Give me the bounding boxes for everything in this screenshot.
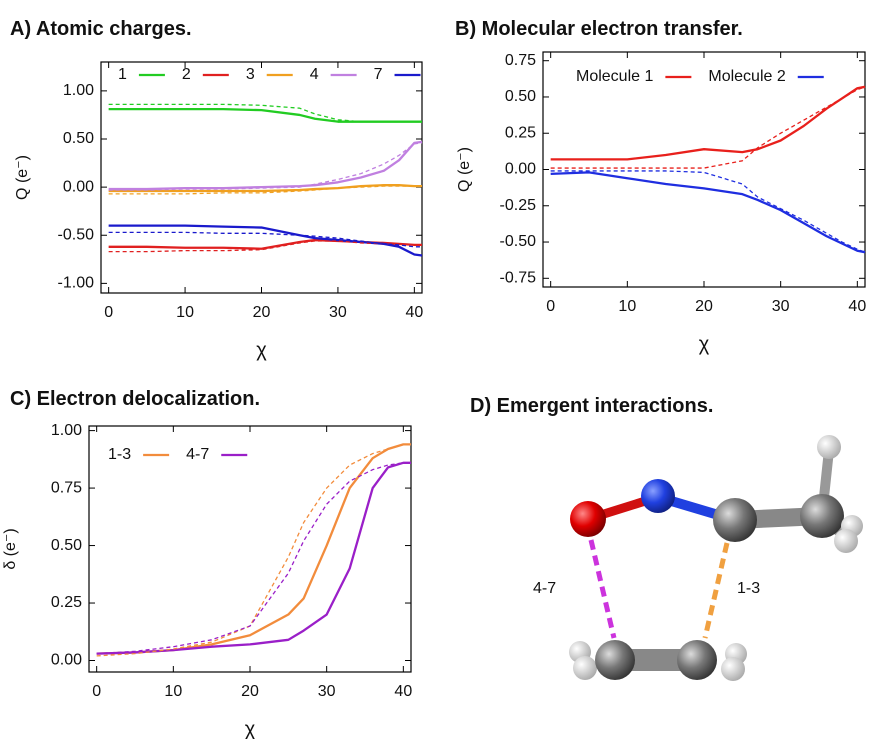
x-tick-label: 30	[772, 298, 790, 315]
x-tick-label: 10	[176, 304, 194, 321]
atom-h	[834, 529, 858, 553]
reference-line	[109, 232, 422, 246]
atom-n	[641, 479, 675, 513]
atom-o	[570, 501, 606, 537]
legend-label: 7	[374, 66, 383, 83]
legend-label: 3	[246, 66, 255, 83]
x-tick-label: 0	[92, 683, 101, 700]
x-tick-label: 20	[253, 304, 271, 321]
interaction-line	[705, 543, 727, 638]
chart-panel: A) Atomic charges. 1.00 0.50 0.00 -0.50 -1.00…	[10, 18, 423, 361]
reference-line	[551, 87, 865, 168]
panel-title: B) Molecular electron transfer.	[455, 18, 743, 40]
y-tick-label: -0.25	[500, 197, 537, 214]
y-tick-label: 1.00	[51, 422, 82, 439]
legend-label: Molecule 1	[576, 68, 653, 85]
y-tick-label: 0.25	[505, 124, 536, 141]
panel-title: C) Electron delocalization.	[10, 388, 260, 410]
legend-label: 2	[182, 66, 191, 83]
atom-c	[800, 494, 844, 538]
series-line	[109, 142, 422, 189]
interaction-line	[591, 540, 614, 638]
y-tick-label: -1.00	[58, 275, 95, 292]
plot-frame	[543, 52, 865, 287]
y-tick-label: 0.00	[63, 178, 94, 195]
y-axis-title: Q (e⁻)	[14, 155, 31, 200]
x-tick-label: 30	[329, 304, 347, 321]
y-tick-label: 0.50	[505, 88, 536, 105]
legend-label: 4	[310, 66, 319, 83]
y-tick-label: -0.50	[58, 226, 95, 243]
y-tick-label: 0.50	[63, 130, 94, 147]
y-tick-label: 1.00	[63, 82, 94, 99]
series-line	[97, 463, 411, 654]
atoms	[569, 435, 863, 681]
series-line	[109, 226, 422, 256]
reference-line	[551, 171, 865, 252]
x-tick-label: 30	[318, 683, 336, 700]
x-tick-label: 0	[546, 298, 555, 315]
y-tick-label: 0.00	[505, 161, 536, 178]
x-tick-label: 0	[104, 304, 113, 321]
x-tick-label: 10	[618, 298, 636, 315]
y-tick-label: 0.25	[51, 594, 82, 611]
reference-line	[109, 104, 422, 121]
legend-label: 1	[118, 66, 127, 83]
reference-line	[97, 444, 411, 656]
y-tick-label: 0.00	[51, 652, 82, 669]
series-line	[551, 172, 865, 252]
y-tick-label: -0.50	[500, 233, 537, 250]
series-line	[97, 444, 411, 653]
panel-title: A) Atomic charges.	[10, 18, 192, 40]
x-tick-label: 20	[241, 683, 259, 700]
chart-panel: C) Electron delocalization. 0.00 0.25 0.50 0…	[2, 388, 412, 739]
bonds	[588, 450, 848, 660]
plot-frame	[101, 62, 422, 293]
reference-line	[109, 143, 422, 190]
series-line	[109, 109, 422, 122]
y-axis-title: δ (e⁻)	[2, 528, 19, 569]
atom-h	[573, 656, 597, 680]
atom-c	[595, 640, 635, 680]
y-tick-label: 0.50	[51, 537, 82, 554]
legend-label: Molecule 2	[708, 68, 785, 85]
legend-label: 1-3	[108, 446, 131, 463]
interaction-label: 4-7	[533, 580, 556, 597]
reference-line	[97, 463, 411, 654]
x-axis-title: χ	[256, 339, 267, 361]
molecule-diagram: D) Emergent interactions. 4-7	[470, 395, 863, 681]
figure: D) Emergent interactions. 4-7	[0, 0, 871, 739]
chart-panel: B) Molecular electron transfer. 0.75 0.50 0…	[455, 18, 866, 355]
x-tick-label: 20	[695, 298, 713, 315]
atom-h	[721, 657, 745, 681]
y-tick-label: 0.75	[51, 479, 82, 496]
atom-c	[713, 498, 757, 542]
series-line	[109, 240, 422, 249]
y-tick-label: 0.75	[505, 52, 536, 69]
x-axis-title: χ	[245, 718, 256, 739]
panel-title: D) Emergent interactions.	[470, 395, 713, 417]
atom-h	[817, 435, 841, 459]
x-tick-label: 10	[164, 683, 182, 700]
x-axis-title: χ	[699, 333, 710, 355]
interaction-label: 1-3	[737, 580, 760, 597]
x-tick-label: 40	[848, 298, 866, 315]
y-axis-title: Q (e⁻)	[456, 147, 473, 192]
y-tick-label: -0.75	[500, 270, 537, 287]
series-line	[551, 87, 865, 160]
x-tick-label: 40	[405, 304, 423, 321]
atom-c	[677, 640, 717, 680]
legend-label: 4-7	[186, 446, 209, 463]
x-tick-label: 40	[394, 683, 412, 700]
